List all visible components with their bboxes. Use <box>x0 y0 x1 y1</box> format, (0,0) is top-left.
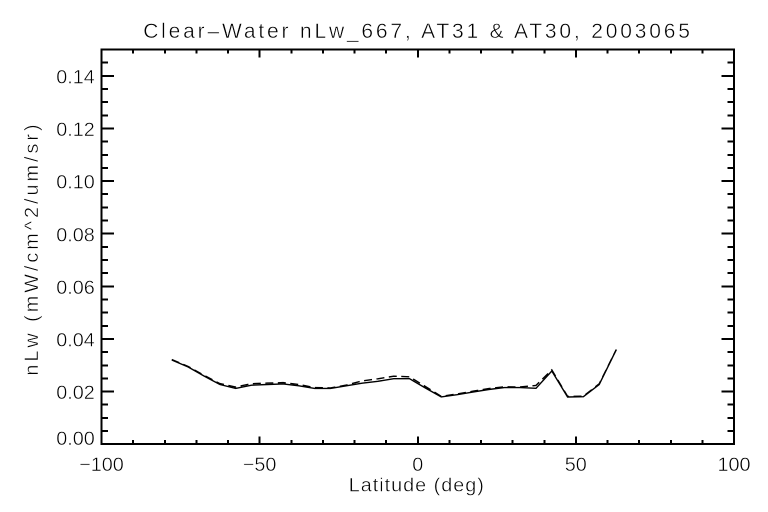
svg-text:0.04: 0.04 <box>56 329 95 351</box>
svg-text:0.12: 0.12 <box>56 119 95 141</box>
svg-text:−100: −100 <box>79 454 124 476</box>
svg-text:0.14: 0.14 <box>56 66 95 88</box>
svg-text:0.08: 0.08 <box>56 224 95 246</box>
svg-text:0.00: 0.00 <box>56 428 95 450</box>
svg-text:0: 0 <box>412 454 423 476</box>
svg-text:−50: −50 <box>243 454 277 476</box>
svg-text:0.02: 0.02 <box>56 382 95 404</box>
svg-text:0.06: 0.06 <box>56 277 95 299</box>
svg-text:nLw (mW/cm^2/um/sr): nLw (mW/cm^2/um/sr) <box>21 121 43 375</box>
svg-text:100: 100 <box>717 454 750 476</box>
svg-text:50: 50 <box>565 454 587 476</box>
svg-text:Latitude (deg): Latitude (deg) <box>349 475 485 497</box>
svg-text:0.10: 0.10 <box>56 172 95 194</box>
svg-text:Clear–Water nLw_667, AT31 & AT: Clear–Water nLw_667, AT31 & AT30, 200306… <box>143 20 693 43</box>
